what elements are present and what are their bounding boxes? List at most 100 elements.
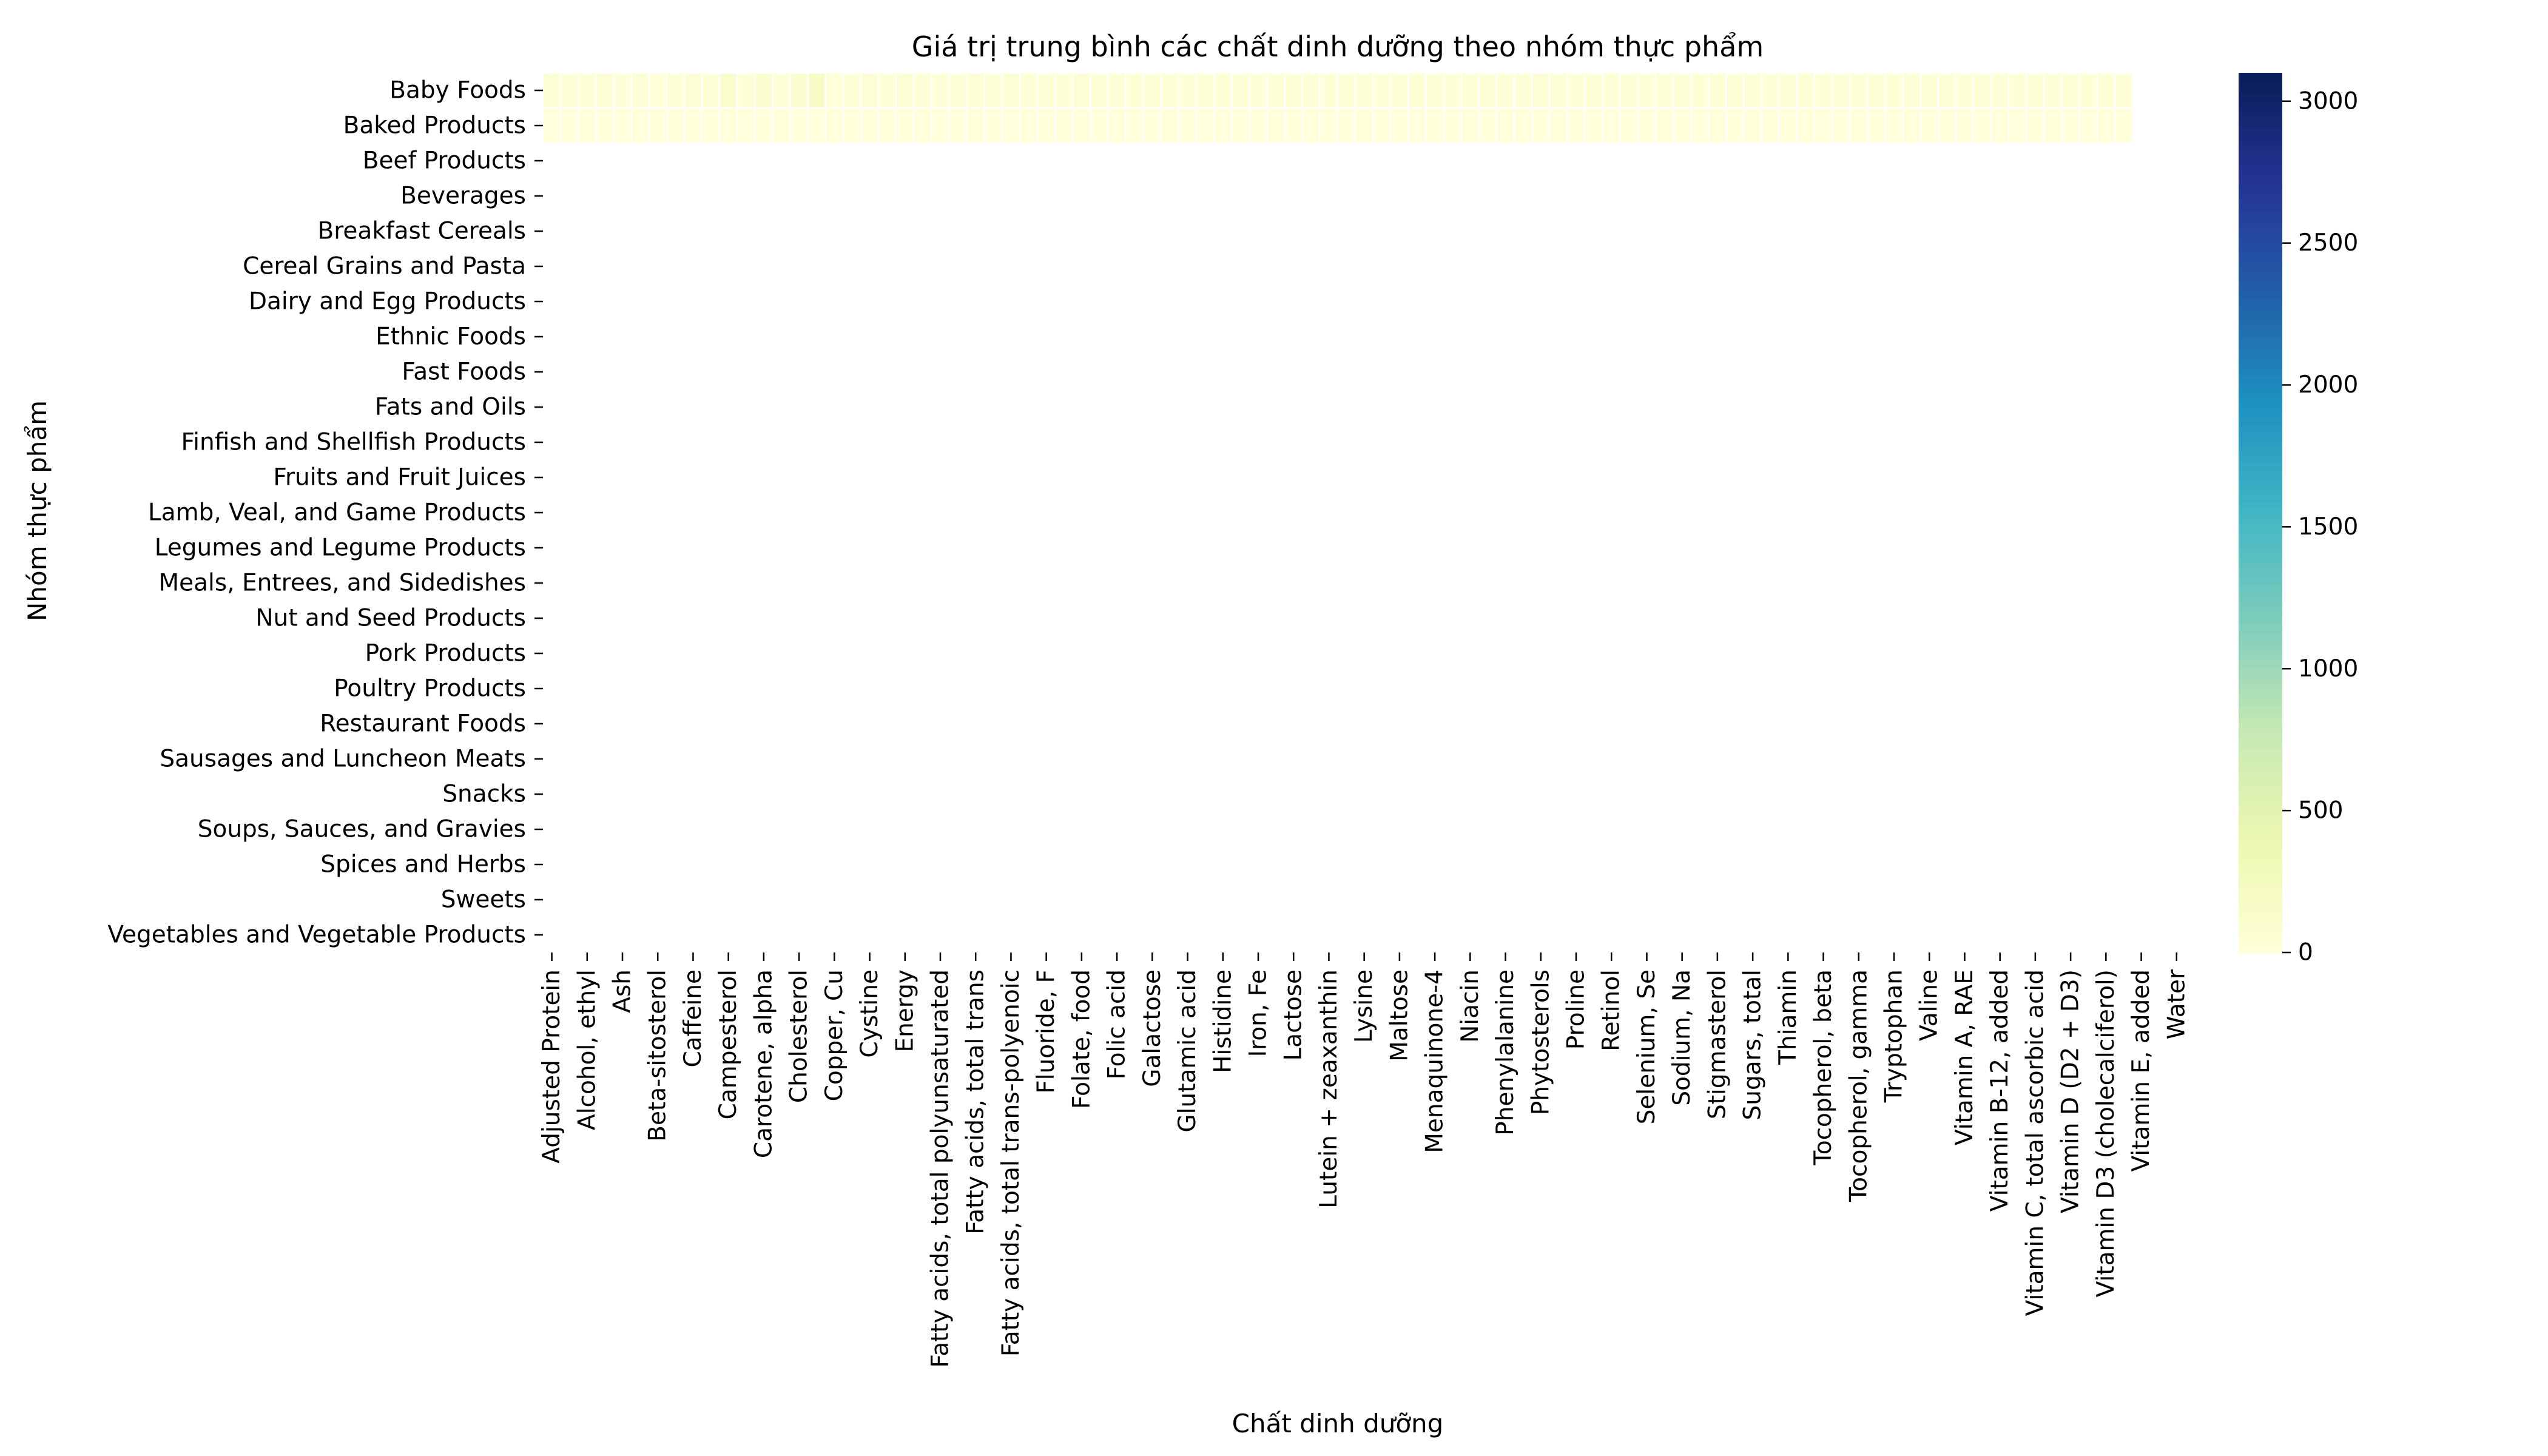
heatmap-cell: [1531, 72, 1551, 109]
colorbar-segment: [2239, 562, 2282, 568]
heatmap-cell: [966, 72, 986, 109]
heatmap-cells: [542, 72, 2134, 144]
column-label: Cholesterol: [786, 969, 813, 1103]
colorbar-segment: [2239, 474, 2282, 480]
colorbar-segment: [2239, 441, 2282, 448]
column-label: Tryptophan: [1881, 969, 1908, 1103]
heatmap-cell: [2078, 72, 2098, 109]
colorbar-segment: [2239, 391, 2282, 398]
heatmap-cell: [1443, 107, 1463, 144]
colorbar-segment: [2239, 694, 2282, 700]
row-label: Pork Products: [365, 640, 526, 667]
colorbar-segment: [2239, 710, 2282, 717]
colorbar-segment: [2239, 276, 2282, 283]
heatmap-cell: [948, 107, 968, 144]
heatmap-cell: [842, 107, 862, 144]
heatmap-cell: [1849, 107, 1869, 144]
colorbar-segment: [2239, 727, 2282, 733]
heatmap-cell: [772, 107, 791, 144]
heatmap-cell: [1566, 107, 1586, 144]
colorbar-tick-label: 0: [2298, 939, 2313, 966]
heatmap-cell: [1778, 107, 1798, 144]
colorbar-segment: [2239, 699, 2282, 706]
colorbar-segment: [2239, 386, 2282, 393]
column-label: Vitamin D (D2 + D3): [2057, 969, 2085, 1213]
heatmap-cell: [1672, 72, 1692, 109]
heatmap-cell: [577, 107, 597, 144]
heatmap-cell: [1001, 107, 1021, 144]
column-label: Copper, Cu: [821, 969, 848, 1101]
heatmap-cell: [1460, 72, 1480, 109]
heatmap-cell: [2007, 72, 2027, 109]
column-label: Tocopherol, gamma: [1845, 969, 1872, 1202]
heatmap-cell: [789, 107, 809, 144]
row-label: Lamb, Veal, and Game Products: [148, 499, 526, 527]
heatmap-cell: [1372, 72, 1392, 109]
colorbar-segment: [2239, 232, 2282, 238]
heatmap-cell: [807, 72, 827, 109]
colorbar-segment: [2239, 183, 2282, 189]
heatmap-cell: [1637, 107, 1657, 144]
colorbar-segment: [2239, 369, 2282, 376]
heatmap-cell: [718, 72, 738, 109]
colorbar-segment: [2239, 485, 2282, 491]
colorbar-segment: [2239, 743, 2282, 750]
column-label: Lactose: [1280, 969, 1307, 1061]
heatmap-cell: [1549, 72, 1568, 109]
colorbar-segment: [2239, 95, 2282, 101]
heatmap-cell: [913, 72, 932, 109]
heatmap-cell: [1761, 107, 1781, 144]
heatmap-cell: [1796, 107, 1816, 144]
heatmap-cell: [860, 107, 880, 144]
heatmap-cell: [666, 72, 686, 109]
colorbar-segment: [2239, 677, 2282, 684]
row-label: Poultry Products: [334, 675, 526, 703]
colorbar-segment: [2239, 770, 2282, 777]
colorbar-segment: [2239, 122, 2282, 129]
heatmap-cell: [1090, 107, 1109, 144]
row-label: Dairy and Egg Products: [249, 288, 526, 315]
column-label: Retinol: [1598, 969, 1625, 1051]
colorbar-segment: [2239, 215, 2282, 222]
colorbar-segment: [2239, 787, 2282, 794]
colorbar-segment: [2239, 606, 2282, 612]
column-label: Energy: [891, 969, 918, 1053]
colorbar-segment: [2239, 897, 2282, 904]
heatmap-cell: [1478, 72, 1498, 109]
heatmap-cell: [630, 107, 650, 144]
row-label: Breakfast Cereals: [318, 218, 527, 245]
colorbar-segment: [2239, 501, 2282, 508]
heatmap-cell: [1761, 72, 1781, 109]
heatmap-cell: [1972, 107, 1992, 144]
colorbar-segment: [2239, 644, 2282, 651]
heatmap-cell: [966, 107, 986, 144]
heatmap-cell: [1036, 72, 1056, 109]
heatmap-cell: [1460, 107, 1480, 144]
colorbar-segment: [2239, 457, 2282, 464]
heatmap-cell: [983, 107, 1003, 144]
heatmap-cell: [1284, 107, 1304, 144]
row-label: Meals, Entrees, and Sidedishes: [159, 570, 526, 597]
column-label: Glutamic acid: [1174, 969, 1201, 1133]
colorbar-segment: [2239, 914, 2282, 920]
heatmap-cell: [1249, 72, 1268, 109]
colorbar-segment: [2239, 188, 2282, 195]
y-axis-label: Nhóm thực phẩm: [22, 400, 52, 621]
colorbar-segment: [2239, 732, 2282, 739]
colorbar-segment: [2239, 760, 2282, 766]
colorbar-segment: [2239, 106, 2282, 112]
colorbar-segment: [2239, 682, 2282, 689]
row-label: Sweets: [441, 886, 526, 914]
heatmap-cell: [1160, 107, 1180, 144]
heatmap-cell: [1637, 72, 1657, 109]
heatmap-cell: [1354, 72, 1374, 109]
heatmap-cell: [613, 107, 632, 144]
heatmap-cell: [1195, 107, 1215, 144]
colorbar-segment: [2239, 221, 2282, 228]
colorbar-segment: [2239, 249, 2282, 255]
colorbar-segment: [2239, 633, 2282, 640]
heatmap-cell: [1407, 72, 1427, 109]
heatmap-cell: [1725, 107, 1745, 144]
heatmap-cell: [559, 107, 579, 144]
colorbar-segment: [2239, 78, 2282, 84]
